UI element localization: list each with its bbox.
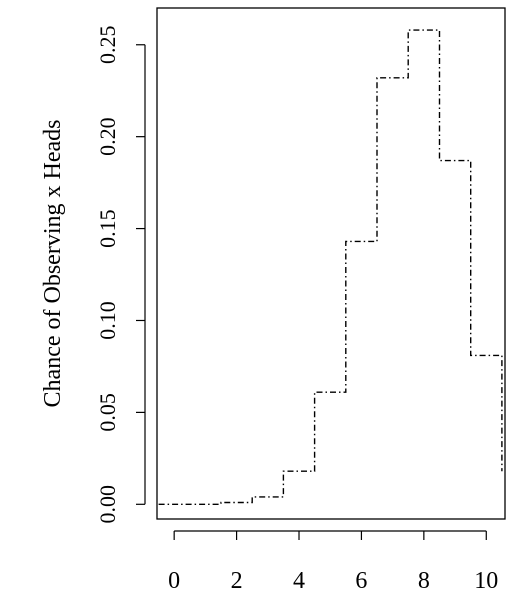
y-tick-label: 0.00 — [95, 485, 120, 523]
x-tick-label: 10 — [474, 568, 498, 594]
y-axis-label: Chance of Observing x Heads — [40, 120, 66, 408]
x-tick-label: 6 — [355, 568, 367, 594]
x-tick-label: 8 — [418, 568, 430, 594]
y-axis: 0.00 0.05 0.10 0.15 0.20 0.25 — [95, 26, 146, 524]
y-tick-label: 0.20 — [95, 117, 120, 156]
y-tick-label: 0.15 — [95, 209, 120, 248]
plot-frame — [156, 7, 506, 520]
y-tick-label: 0.05 — [95, 393, 120, 432]
x-tick-label: 0 — [168, 568, 180, 594]
series-line — [158, 29, 503, 505]
y-tick-label: 0.25 — [95, 26, 120, 65]
y-tick-label: 0.10 — [95, 301, 120, 340]
x-tick-label: 2 — [231, 568, 243, 594]
x-tick-label: 4 — [293, 568, 305, 594]
x-axis: 0 2 4 6 8 10 — [168, 530, 498, 594]
